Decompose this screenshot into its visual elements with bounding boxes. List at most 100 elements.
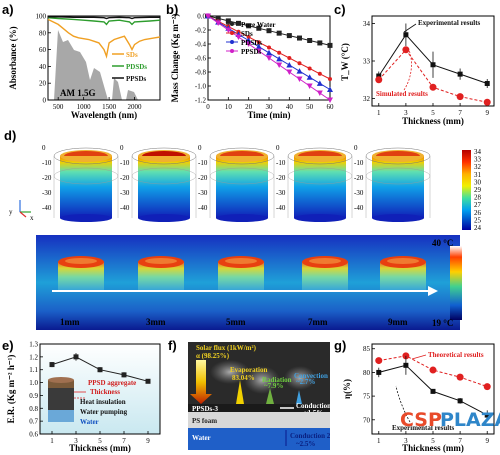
panel-f-schematic: Solar flux (1kW/m²) α (98.25%) Evaporati… (188, 342, 337, 450)
ir-sample-hot (309, 258, 341, 264)
cylinder-body (294, 156, 346, 218)
panel-c-sim-label: Simulated results (376, 90, 428, 98)
sim-axis-tick: -40 (120, 204, 130, 212)
ytick-label: 85 (363, 345, 371, 353)
panel-a-frame (47, 15, 161, 101)
cylinder-base (60, 214, 112, 222)
data-point (121, 372, 127, 378)
ir-sample (380, 256, 426, 292)
cylinder-hot-zone (64, 151, 108, 156)
sim-axis-tick: -10 (120, 159, 130, 167)
ir-sample-hot (65, 258, 97, 264)
data-point (327, 97, 333, 103)
colorbar-tick: 31 (474, 171, 482, 179)
ir-thickness-label: 9mm (388, 317, 408, 327)
panel-c-ylabel: T_W (°C) (340, 43, 350, 81)
data-point (316, 90, 323, 96)
xtick-label: 3 (74, 437, 78, 445)
legend-label: SDs (241, 30, 253, 38)
cylinder-hot-zone (142, 151, 186, 156)
xtick-label: 7 (458, 437, 462, 445)
data-point (276, 30, 282, 36)
material-label: PPSDs-3 (192, 405, 219, 413)
data-point (483, 383, 491, 391)
ytick-label: 32 (363, 95, 371, 103)
cylinder-body (216, 156, 268, 218)
legend-label: PDSDs (241, 39, 262, 47)
ytick-label: -1.0 (195, 83, 207, 91)
data-point (296, 68, 303, 74)
panel-g-exp-label: Experimental results (392, 424, 455, 432)
ytick-label: 80 (363, 369, 371, 377)
xtick-label: 1 (50, 437, 54, 445)
legend-label: PPSDs (126, 75, 147, 83)
sim-axis-tick: -20 (276, 174, 286, 182)
data-point (225, 27, 232, 33)
data-point (375, 76, 383, 84)
ytick-label: 60 (39, 46, 47, 54)
sim-axis-tick: -10 (198, 159, 208, 167)
panel-a-xlabel: Wavelength (nm) (71, 110, 137, 120)
thickness-annotation: Thickness (90, 388, 120, 396)
series-line (378, 355, 488, 388)
simulation-cylinder: 0 -10 -20 -30 -40 (120, 144, 197, 222)
cylinder-hot-zone (220, 151, 264, 156)
data-point (236, 20, 241, 26)
panel-c-sim-pointer (403, 47, 412, 91)
sim-axis-tick: 0 (120, 144, 124, 152)
ytick-label: 1.2 (29, 353, 38, 361)
xtick-label: 500 (53, 103, 64, 111)
solar-arrow-icon (190, 360, 212, 404)
ytick-label: 1.0 (29, 379, 38, 387)
data-point (286, 62, 293, 68)
colorbar-tick: 26 (474, 209, 482, 217)
panel-c-yticks: 32 33 34 (363, 20, 375, 103)
xtick-label: 9 (146, 437, 150, 445)
watermark-part2: PLAZA (440, 409, 500, 431)
xtick-label: 7 (122, 437, 126, 445)
panel-c-chart: 32 33 34 1 3 5 7 9 Thickness (mm) T_W (°C) Exp… (340, 15, 495, 126)
sim-axis-tick: -40 (354, 204, 364, 212)
panel-label-d: d) (4, 128, 16, 143)
data-point (403, 32, 409, 38)
panel-b-yticks: 0.0 -0.2 -0.4 -0.6 -0.8 -1.0 -1.2 (195, 13, 211, 105)
data-point (276, 55, 283, 62)
panel-label-e: e) (2, 338, 14, 353)
data-point (286, 69, 293, 75)
panel-c-exp-pointer (403, 23, 417, 33)
data-point (277, 50, 282, 55)
cylinder-hot-zone (376, 151, 420, 156)
panel-c-exp-label: Experimental results (418, 19, 481, 27)
cylinder-hot-zone (298, 151, 342, 156)
ytick-label: 1.3 (29, 341, 38, 349)
data-point (457, 398, 463, 404)
data-point (255, 48, 262, 54)
panel-b-series (205, 13, 333, 103)
sim-axis-tick: -10 (42, 159, 52, 167)
ytick-label: 1.1 (29, 366, 38, 374)
data-point (430, 62, 436, 68)
ytick-label: -0.8 (195, 69, 207, 77)
panel-g-chart: 70 75 80 85 1 3 5 7 9 Theoretical results Exper… (342, 343, 495, 453)
data-point (456, 93, 464, 101)
data-point (327, 86, 333, 92)
coordinate-axes-icon: y x (9, 200, 34, 222)
data-point (306, 74, 313, 80)
colorbar-tick: 28 (474, 194, 482, 202)
ytick-label: 0.6 (29, 431, 38, 439)
data-point (245, 41, 252, 47)
data-point (256, 40, 261, 45)
panel-label-a: a) (2, 2, 14, 17)
colorbar-tick: 32 (474, 163, 482, 171)
alpha-label: α (98.25%) (196, 352, 230, 360)
data-point (266, 49, 272, 56)
panel-e-series (49, 353, 151, 384)
data-point (456, 373, 464, 381)
evaporation-label: Evaporation (230, 366, 267, 374)
data-point (297, 61, 302, 66)
cylinder-base (216, 214, 268, 222)
watermark-part1: CSP (400, 409, 442, 431)
xtick-label: 20 (245, 103, 253, 111)
ir-thickness-label: 1mm (60, 317, 80, 327)
panel-a-series (47, 16, 161, 59)
